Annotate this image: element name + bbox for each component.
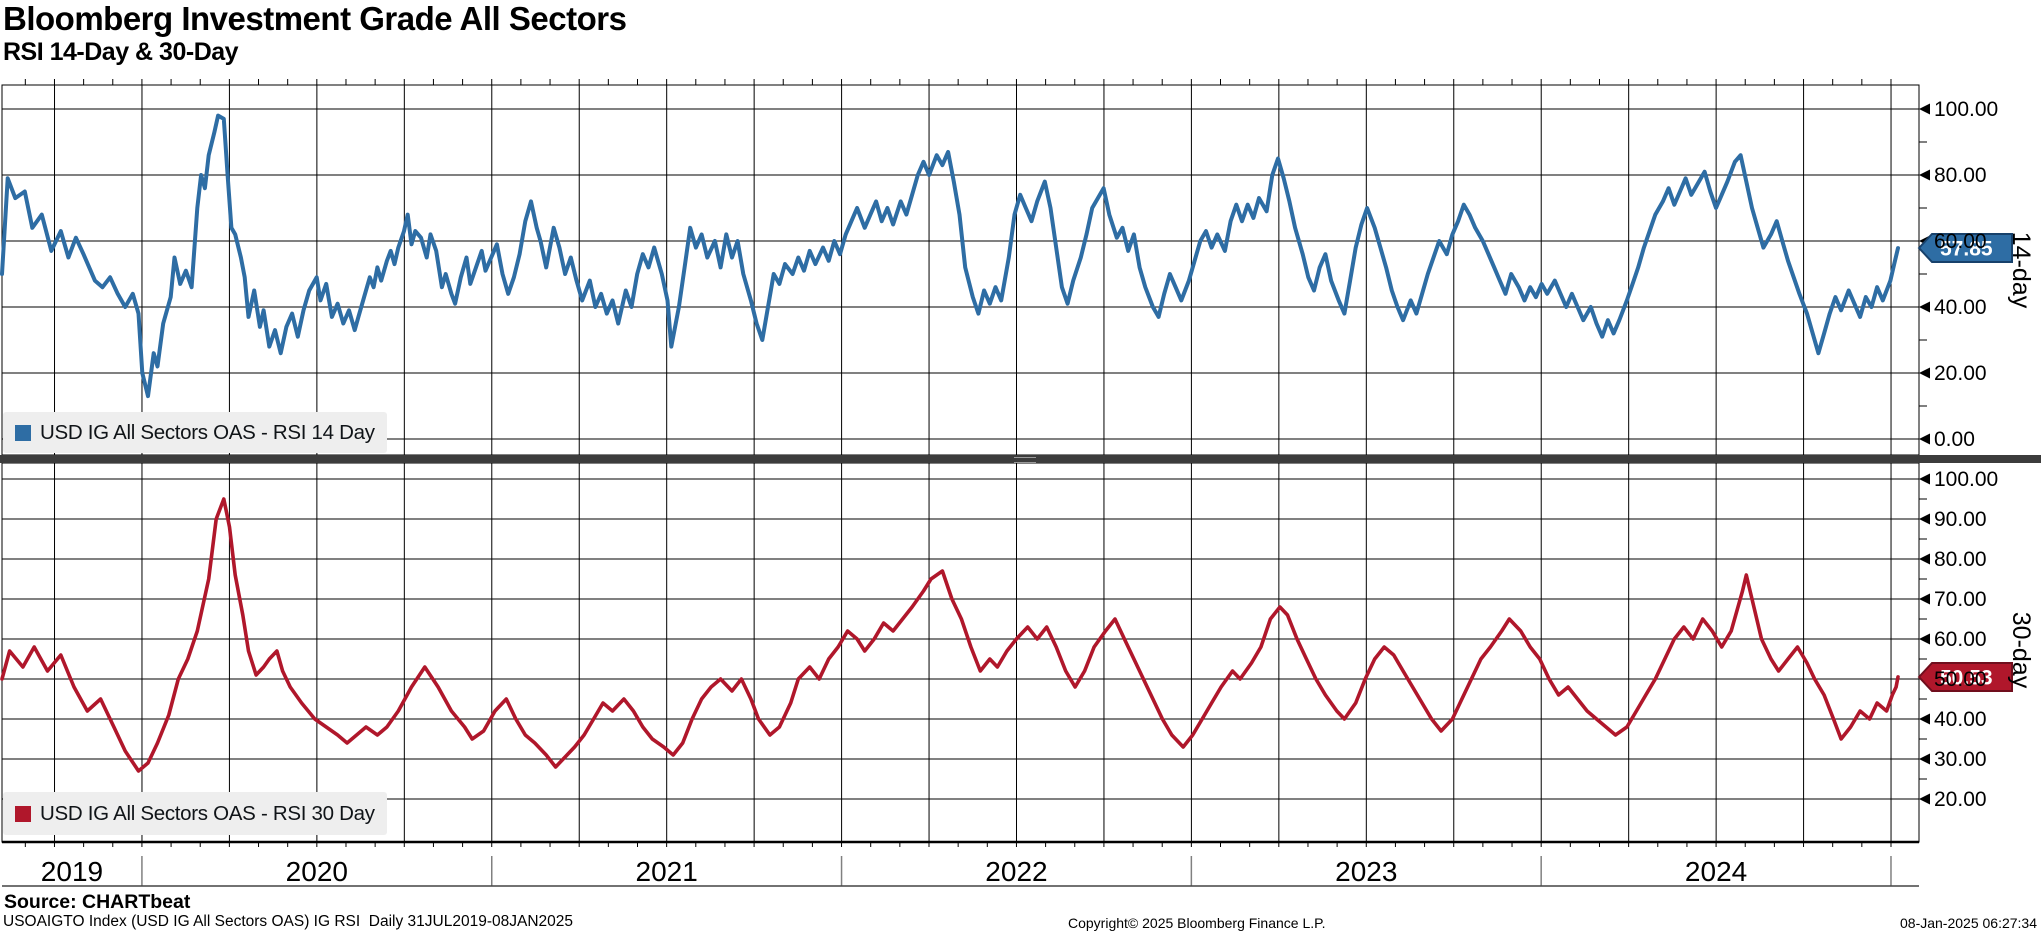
y-tick-label-bottom: 70.00 xyxy=(1934,588,1987,611)
legend-swatch-blue-icon xyxy=(15,424,31,441)
page-title: Bloomberg Investment Grade All Sectors xyxy=(3,0,627,37)
pane-separator[interactable] xyxy=(0,455,2041,463)
footer-timestamp: 08-Jan-2025 06:27:34 xyxy=(1900,915,2037,931)
x-year-label: 2020 xyxy=(285,856,348,887)
y-tick-label-bottom: 30.00 xyxy=(1934,748,1987,771)
x-year-label: 2023 xyxy=(1335,856,1398,887)
y-tick-arrow-icon xyxy=(1919,301,1930,313)
series-rsi-14day xyxy=(0,113,1900,399)
series-rsi-30day xyxy=(0,497,1900,773)
y-tick-arrow-icon xyxy=(1919,169,1930,181)
y-tick-arrow-icon xyxy=(1919,433,1930,445)
y-tick-label-top: 60.00 xyxy=(1934,230,1987,253)
y-tick-label-bottom: 60.00 xyxy=(1934,628,1987,651)
last-value-badge-30day xyxy=(1917,662,2013,692)
footer-source: Source: CHARTbeat xyxy=(4,891,191,913)
y-axis-title-14day: 14-day xyxy=(2007,231,2035,309)
y-tick-label-top: 0.00 xyxy=(1934,428,1975,451)
y-tick-arrow-icon xyxy=(1919,103,1930,115)
y-tick-arrow-icon xyxy=(1919,367,1930,379)
legend-label: USD IG All Sectors OAS - RSI 30 Day xyxy=(40,801,375,825)
legend-rsi-30day[interactable]: USD IG All Sectors OAS - RSI 30 Day xyxy=(3,792,387,835)
legend-label: USD IG All Sectors OAS - RSI 14 Day xyxy=(40,420,375,444)
last-value-badge-30day-value: 50.53 xyxy=(1940,667,1993,690)
x-year-label: 2024 xyxy=(1684,856,1748,887)
x-year-label: 2021 xyxy=(635,856,698,887)
y-tick-arrow-icon xyxy=(1919,513,1930,525)
y-tick-label-bottom: 50.00 xyxy=(1934,668,1987,691)
y-tick-label-bottom: 40.00 xyxy=(1934,708,1987,731)
y-tick-label-bottom: 90.00 xyxy=(1934,508,1987,531)
y-tick-arrow-icon xyxy=(1919,633,1930,645)
y-axis-title-30day: 30-day xyxy=(2007,611,2035,689)
y-tick-label-bottom: 80.00 xyxy=(1934,548,1987,571)
y-tick-arrow-icon xyxy=(1919,793,1930,805)
x-year-label: 2022 xyxy=(985,856,1048,887)
y-tick-label-bottom: 100.00 xyxy=(1934,468,1999,491)
y-tick-label-bottom: 20.00 xyxy=(1934,788,1987,811)
y-tick-arrow-icon xyxy=(1919,713,1930,725)
y-tick-label-top: 80.00 xyxy=(1934,164,1987,187)
y-tick-arrow-icon xyxy=(1919,473,1930,485)
footer-copyright: Copyright© 2025 Bloomberg Finance L.P. xyxy=(1068,915,1326,931)
y-tick-arrow-icon xyxy=(1919,753,1930,765)
y-tick-label-top: 20.00 xyxy=(1934,362,1987,385)
top-panel-frame xyxy=(1,84,1920,456)
pane-separator-grip-icon[interactable] xyxy=(1014,457,1036,463)
legend-rsi-14day[interactable]: USD IG All Sectors OAS - RSI 14 Day xyxy=(3,412,387,453)
legend-swatch-red-icon xyxy=(15,805,31,822)
y-tick-label-top: 100.00 xyxy=(1934,98,1999,121)
y-tick-arrow-icon xyxy=(1919,553,1930,565)
bottom-panel-frame xyxy=(1,462,1920,843)
y-tick-arrow-icon xyxy=(1919,593,1930,605)
y-tick-label-top: 40.00 xyxy=(1934,296,1987,319)
last-value-badge-14day xyxy=(1917,233,2013,263)
footer-index-line: USOAIGTO Index (USD IG All Sectors OAS) … xyxy=(3,913,573,930)
last-value-badge-14day-value: 57.85 xyxy=(1940,238,1993,261)
x-year-label: 2019 xyxy=(40,856,104,887)
page-subtitle: RSI 14-Day & 30-Day xyxy=(3,38,239,66)
